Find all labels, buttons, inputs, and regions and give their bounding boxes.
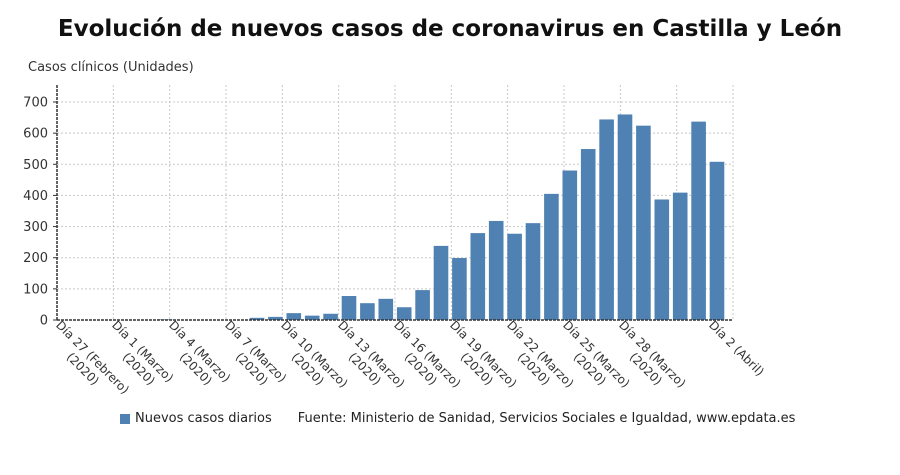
bar-9-mar — [268, 316, 283, 320]
bar-12-mar — [323, 313, 338, 320]
y-tick-label: 100 — [23, 282, 48, 297]
bar-2-abr — [709, 161, 725, 320]
legend: Nuevos casos diarios Fuente: Ministerio … — [120, 411, 795, 426]
y-tick-label: 200 — [23, 251, 48, 266]
y-axis-label: Casos clínicos (Unidades) — [28, 60, 194, 75]
bar-27-mar — [599, 119, 614, 320]
bar-24-mar — [544, 193, 559, 320]
bar-30-mar — [654, 199, 670, 320]
bar-20-mar — [470, 233, 486, 320]
bar-21-mar — [488, 220, 504, 320]
bar-8-mar — [249, 317, 265, 320]
bar-11-mar — [304, 315, 320, 320]
y-tick-label: 0 — [40, 314, 48, 329]
bar-13-mar — [341, 296, 357, 320]
bar-26-mar — [580, 149, 596, 320]
y-tick-label: 700 — [23, 96, 48, 111]
bar-1-abr — [691, 121, 706, 321]
bar-18-mar — [433, 245, 449, 320]
y-tick-label: 400 — [23, 189, 48, 204]
bar-28-mar — [617, 114, 633, 320]
y-tick-label: 300 — [23, 220, 48, 235]
bar-10-mar — [286, 313, 302, 320]
bar-15-mar — [378, 298, 394, 320]
bar-19-mar — [452, 258, 467, 320]
bar-23-mar — [525, 223, 541, 320]
bar-25-mar — [562, 170, 578, 320]
bar-31-mar — [672, 192, 688, 320]
bar-16-mar — [396, 307, 412, 320]
y-tick-label: 500 — [23, 158, 48, 173]
bar-22-mar — [507, 233, 522, 320]
bar-29-mar — [636, 125, 651, 320]
bar-17-mar — [415, 290, 430, 320]
source-note: Fuente: Ministerio de Sanidad, Servicios… — [297, 411, 796, 426]
chart-title: Evolución de nuevos casos de coronavirus… — [57, 16, 843, 42]
y-tick-label: 600 — [23, 127, 48, 142]
bar-14-mar — [360, 303, 375, 320]
legend-label: Nuevos casos diarios — [135, 411, 272, 426]
legend-swatch — [120, 413, 130, 424]
